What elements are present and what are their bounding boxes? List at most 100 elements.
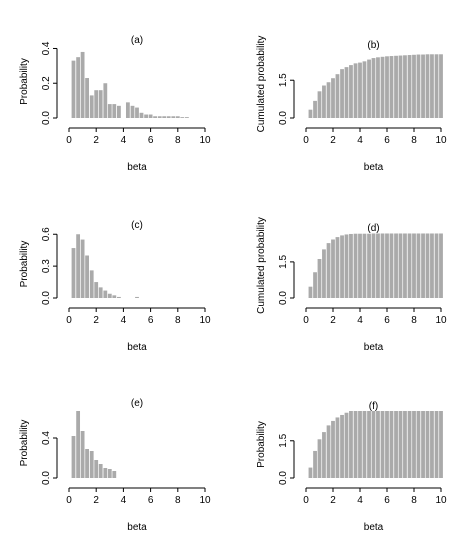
panel-d-bar: [385, 233, 389, 298]
panel-b-bar: [335, 74, 340, 118]
panel-b-bar: [412, 54, 416, 118]
panel-b-x-tick-label: 2: [330, 135, 336, 146]
panel-a-bar: [175, 116, 180, 118]
panel-c-y-tick-label: 0.3: [41, 259, 52, 273]
panel-b-bar: [322, 85, 326, 118]
panel-a-y-tick-label: 0.0: [41, 111, 52, 125]
panel-a-x-tick-label: 0: [66, 135, 72, 146]
panel-b-bar: [425, 54, 430, 118]
panel-e-x-axis: 0 2 4 6 8 10: [66, 487, 211, 506]
panel-b-bar: [403, 55, 407, 118]
panel-d-x-tick-label: 10: [435, 315, 447, 326]
panel-a-bar: [98, 90, 103, 118]
panel-b-bar: [362, 61, 367, 118]
panel-d-xlabel: beta: [364, 342, 384, 353]
panel-c-bar: [71, 248, 76, 298]
panel-a-bar: [162, 116, 167, 118]
panel-a-x-tick-label: 6: [148, 135, 154, 146]
panel-f-bar: [385, 411, 389, 478]
panel-a-bar: [125, 102, 130, 118]
panel-b-bar: [380, 56, 385, 118]
panel-f-x-tick-label: 10: [435, 495, 447, 506]
panel-a-bar: [94, 90, 99, 118]
panel-e-title: (e): [131, 398, 143, 409]
panel-d-bar: [340, 235, 344, 298]
panel-d-bars: [308, 233, 443, 298]
panel-d-bar: [425, 233, 430, 298]
panel-b-bar: [358, 62, 362, 118]
panel-b-bar: [353, 63, 358, 118]
panel-d-y-tick-label: 0.0: [278, 291, 289, 305]
panel-a-bar: [107, 104, 112, 118]
panel-f-bar: [416, 411, 421, 478]
panel-b-bar: [385, 56, 389, 118]
panel-d-bar: [349, 233, 353, 298]
panel-e-bars: [71, 411, 117, 478]
panel-c-bar: [80, 239, 85, 298]
panel-c-bar: [117, 296, 121, 298]
panel-a-bar: [103, 83, 108, 118]
panel-f-bar: [358, 411, 362, 478]
panel-f-bar: [317, 439, 322, 478]
panel-d-bar: [362, 233, 367, 298]
panel-d-bar: [407, 233, 412, 298]
panel-f-bar: [389, 411, 394, 478]
panel-f-bar: [376, 411, 380, 478]
panel-f-bar: [344, 412, 349, 478]
panel-a-y-axis: 0.0 0.2 0.4: [41, 41, 58, 125]
panel-a-bar: [180, 117, 185, 118]
panel-a-ylabel: Probability: [19, 58, 30, 105]
panel-f-bars: [308, 411, 443, 478]
panel-a-bar: [89, 95, 94, 118]
panel-b-bar: [394, 55, 398, 118]
panel-a-bar: [130, 105, 135, 118]
panel-c-bar: [89, 270, 94, 299]
panel-d-bar: [403, 233, 407, 298]
panel-b-bar: [317, 91, 322, 118]
panel-b-xlabel: beta: [364, 162, 384, 173]
panel-e-bar: [80, 431, 85, 478]
panel-d: (d) Cumulated probability beta 0 2 4 6 8 10 0…: [256, 217, 447, 353]
panel-d-bar: [380, 233, 385, 298]
panel-a-bar: [80, 51, 85, 119]
panel-b-bar: [367, 59, 371, 118]
panel-e-bar: [112, 471, 117, 478]
panel-e-bar: [94, 460, 99, 478]
panel-c-x-tick-label: 6: [148, 315, 154, 326]
panel-a-bar: [117, 105, 121, 118]
panel-c-bar: [103, 290, 108, 298]
panel-f-bar: [407, 411, 412, 478]
panel-b-bars: [308, 54, 443, 118]
panel-a-x-tick-label: 2: [93, 135, 99, 146]
panel-b-y-axis: 0.0 1.5: [278, 73, 295, 125]
panel-a-bar: [148, 114, 153, 118]
panel-f-bar: [398, 411, 403, 478]
panel-d-bar: [416, 233, 421, 298]
panel-d-bar: [344, 234, 349, 298]
panel-d-bar: [394, 233, 398, 298]
panel-a-bar: [139, 112, 144, 118]
panel-f-x-tick-label: 8: [411, 495, 417, 506]
panel-e-bar: [107, 469, 112, 478]
panel-a-bar: [157, 116, 162, 118]
panel-b-bar: [371, 58, 376, 118]
panel-a-title: (a): [131, 35, 143, 46]
panel-d-bar: [371, 233, 376, 298]
panel-f-bar: [380, 411, 385, 478]
panel-f-bar: [403, 411, 407, 478]
panel-f-y-axis: 0.0 1.5: [278, 433, 295, 485]
panel-a-xlabel: beta: [127, 162, 147, 173]
panel-c-x-tick-label: 0: [66, 315, 72, 326]
panel-f-x-tick-label: 0: [303, 495, 309, 506]
panel-f-ylabel: Probability: [256, 421, 267, 468]
panel-a-x-tick-label: 8: [175, 135, 181, 146]
panel-d-bar: [367, 233, 371, 298]
panel-b-bar: [340, 69, 344, 118]
panel-a-bar: [144, 114, 149, 118]
panel-b-bar: [326, 82, 331, 118]
panel-b-x-tick-label: 10: [435, 135, 447, 146]
panel-d-y-tick-label: 1.5: [278, 255, 289, 269]
panel-b-bar: [434, 54, 439, 118]
panel-c-xlabel: beta: [127, 342, 147, 353]
